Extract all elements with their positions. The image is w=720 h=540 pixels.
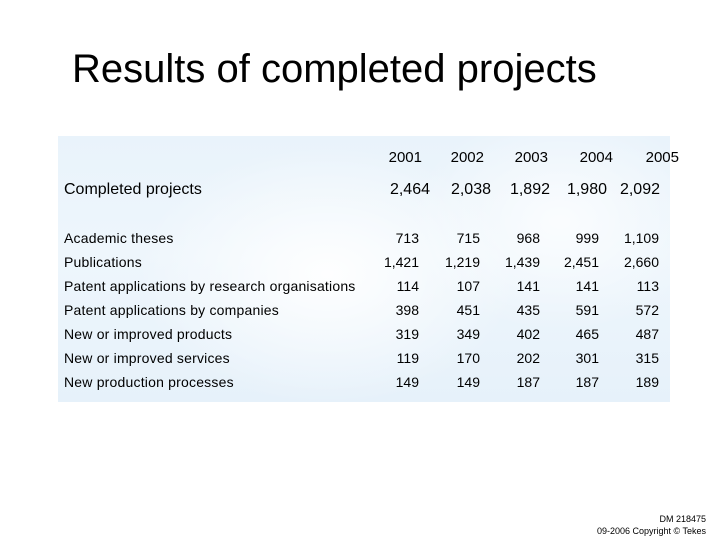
table-cell: 451 <box>456 302 480 318</box>
table-cell: 715 <box>456 230 480 246</box>
table-cell: 119 <box>396 350 419 366</box>
table-cell: 149 <box>456 374 480 390</box>
row-label: Patent applications by research organisa… <box>64 278 356 294</box>
row-label: New production processes <box>64 374 234 390</box>
table-cell: 187 <box>516 374 540 390</box>
summary-value-2002: 2,038 <box>450 181 491 198</box>
summary-value-2005: 2,092 <box>619 181 660 198</box>
table-cell: 349 <box>456 326 480 342</box>
table-cell: 141 <box>575 278 599 294</box>
table-cell: 465 <box>575 326 599 342</box>
table-cell: 591 <box>575 302 599 318</box>
summary-label: Completed projects <box>64 181 202 198</box>
year-header-2003: 2003 <box>514 149 548 166</box>
year-header-2004: 2004 <box>579 149 613 166</box>
results-table-panel <box>58 136 670 402</box>
row-label: New or improved services <box>64 350 230 366</box>
table-cell: 319 <box>395 326 419 342</box>
table-cell: 114 <box>396 278 419 294</box>
table-cell: 713 <box>395 230 419 246</box>
table-cell: 301 <box>575 350 599 366</box>
table-cell: 149 <box>395 374 419 390</box>
summary-value-2001: 2,464 <box>389 181 430 198</box>
summary-value-2004: 1,980 <box>566 181 607 198</box>
table-cell: 487 <box>635 326 659 342</box>
slide-title: Results of completed projects <box>72 47 597 91</box>
summary-value-2003: 1,892 <box>509 181 550 198</box>
table-cell: 999 <box>575 230 599 246</box>
table-cell: 1,421 <box>383 254 419 270</box>
year-header-2005: 2005 <box>645 149 679 166</box>
table-cell: 113 <box>636 278 659 294</box>
table-cell: 398 <box>395 302 419 318</box>
table-cell: 1,109 <box>623 230 659 246</box>
table-cell: 402 <box>516 326 540 342</box>
table-cell: 170 <box>456 350 480 366</box>
table-cell: 141 <box>516 278 540 294</box>
year-header-2001: 2001 <box>388 149 422 166</box>
table-cell: 187 <box>575 374 599 390</box>
table-cell: 2,451 <box>563 254 599 270</box>
table-cell: 572 <box>635 302 659 318</box>
table-cell: 2,660 <box>623 254 659 270</box>
table-cell: 435 <box>516 302 540 318</box>
row-label: New or improved products <box>64 326 233 342</box>
table-cell: 968 <box>516 230 540 246</box>
row-label: Academic theses <box>64 230 174 246</box>
row-label: Publications <box>64 254 142 270</box>
table-cell: 189 <box>635 374 659 390</box>
copyright-notice: 09-2006 Copyright © Tekes <box>596 526 706 536</box>
table-cell: 315 <box>635 350 659 366</box>
year-header-2002: 2002 <box>450 149 484 166</box>
table-cell: 1,439 <box>504 254 540 270</box>
table-cell: 107 <box>456 278 480 294</box>
row-label: Patent applications by companies <box>64 302 279 318</box>
table-cell: 202 <box>516 350 540 366</box>
document-id: DM 218475 <box>659 514 706 524</box>
table-cell: 1,219 <box>444 254 480 270</box>
